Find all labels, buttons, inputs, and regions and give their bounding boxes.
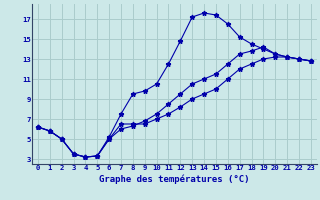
X-axis label: Graphe des températures (°C): Graphe des températures (°C) [99,174,250,184]
